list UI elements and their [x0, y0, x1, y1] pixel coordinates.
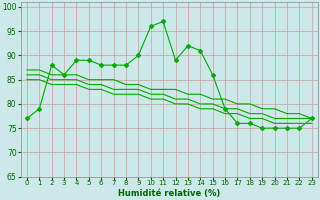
X-axis label: Humidité relative (%): Humidité relative (%): [118, 189, 220, 198]
